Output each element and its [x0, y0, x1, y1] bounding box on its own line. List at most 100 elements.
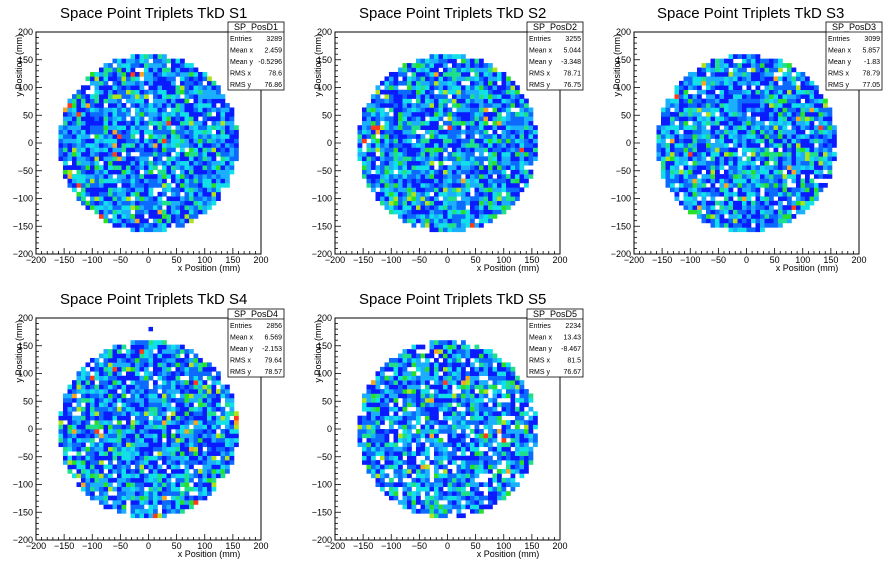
histogram-bin: [805, 103, 810, 108]
histogram-bin: [755, 169, 761, 175]
histogram-bin: [416, 182, 421, 188]
histogram-bin: [171, 344, 176, 350]
histogram-bin: [479, 147, 484, 153]
histogram-bin: [791, 156, 797, 162]
histogram-bin: [506, 191, 511, 197]
histogram-bin: [216, 120, 221, 126]
histogram-bin: [216, 442, 221, 448]
histogram-bin: [393, 196, 399, 202]
histogram-bin: [443, 103, 448, 108]
histogram-bin: [814, 116, 819, 122]
histogram-bin: [429, 58, 435, 64]
histogram-bin: [148, 191, 154, 197]
histogram-bin: [501, 120, 507, 126]
histogram-bin: [139, 151, 145, 157]
histogram-bin: [470, 209, 475, 215]
histogram-bin: [180, 349, 185, 354]
histogram-bin: [135, 340, 140, 345]
histogram-bin: [474, 209, 480, 215]
histogram-bin: [728, 178, 734, 184]
histogram-bin: [434, 94, 439, 99]
histogram-bin: [706, 178, 711, 184]
histogram-bin: [162, 165, 167, 170]
histogram-bin: [402, 125, 408, 130]
histogram-bin: [375, 129, 381, 135]
histogram-bin: [117, 433, 122, 439]
histogram-bin: [85, 205, 91, 210]
histogram-bin: [773, 191, 779, 197]
histogram-bin: [384, 116, 390, 122]
histogram-bin: [121, 460, 127, 465]
histogram-bin: [371, 160, 376, 166]
histogram-bin: [85, 420, 91, 425]
histogram-bin: [452, 120, 457, 126]
histogram-bin: [438, 187, 444, 193]
histogram-bin: [393, 165, 399, 170]
histogram-bin: [814, 196, 819, 202]
histogram-bin: [157, 464, 163, 470]
histogram-bin: [375, 111, 381, 117]
histogram-bin: [375, 433, 381, 439]
histogram-bin: [175, 406, 181, 412]
histogram-bin: [180, 156, 185, 162]
histogram-bin: [483, 200, 489, 206]
histogram-bin: [371, 406, 376, 412]
histogram-bin: [506, 125, 511, 130]
histogram-bin: [207, 455, 212, 461]
histogram-bin: [456, 218, 462, 224]
histogram-bin: [94, 420, 100, 425]
histogram-bin: [175, 156, 181, 162]
histogram-bin: [162, 138, 167, 144]
histogram-bin: [189, 85, 194, 91]
histogram-bin: [375, 468, 381, 474]
histogram-bin: [193, 357, 199, 363]
histogram-bin: [524, 151, 529, 157]
histogram-bin: [85, 380, 91, 385]
histogram-bin: [443, 178, 448, 184]
histogram-bin: [148, 178, 154, 184]
histogram-bin: [130, 495, 136, 501]
histogram-bin: [737, 116, 743, 122]
histogram-bin: [384, 491, 390, 496]
histogram-bin: [180, 393, 185, 399]
histogram-bin: [384, 103, 390, 108]
histogram-bin: [438, 214, 444, 219]
histogram-bin: [157, 147, 163, 153]
histogram-bin: [733, 218, 738, 224]
histogram-bin: [229, 151, 235, 157]
histogram-bin: [470, 107, 475, 113]
x-tick-label: 50: [172, 541, 182, 551]
histogram-bin: [479, 120, 484, 126]
histogram-bin: [728, 191, 734, 197]
histogram-bin: [202, 460, 208, 465]
histogram-bin: [121, 424, 127, 430]
histogram-bin: [764, 134, 770, 139]
histogram-bin: [99, 380, 104, 385]
histogram-bin: [429, 71, 435, 77]
histogram-bin: [112, 125, 118, 130]
histogram-bin: [724, 116, 729, 122]
histogram-bin: [112, 464, 118, 470]
histogram-bin: [94, 205, 100, 210]
histogram-bin: [737, 187, 743, 193]
histogram-bin: [139, 477, 145, 483]
histogram-bin: [139, 508, 145, 514]
histogram-bin: [769, 67, 774, 73]
histogram-bin: [728, 103, 734, 108]
histogram-bin: [135, 169, 140, 175]
stats-label: Mean x: [230, 48, 253, 55]
histogram-bin: [229, 160, 235, 166]
histogram-bin: [764, 156, 770, 162]
histogram-bin: [166, 508, 172, 514]
histogram-bin: [787, 187, 792, 193]
histogram-bin: [366, 420, 372, 425]
histogram-bin: [366, 147, 372, 153]
histogram-bin: [135, 371, 140, 377]
histogram-bin: [153, 182, 158, 188]
x-tick-label: −50: [711, 255, 726, 265]
histogram-bin: [800, 94, 806, 99]
histogram-bin: [742, 178, 747, 184]
histogram-bin: [207, 420, 212, 425]
histogram-bin: [746, 165, 752, 170]
histogram-bin: [193, 71, 199, 77]
